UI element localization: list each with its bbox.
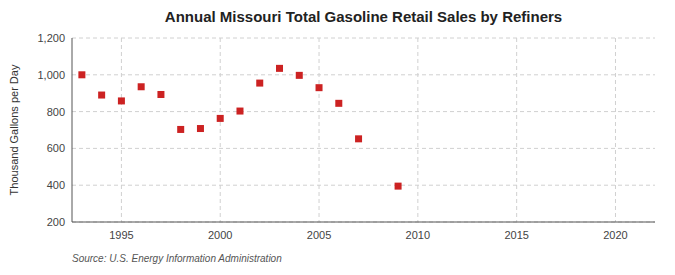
x-tick-label: 2000 [208,229,232,241]
point [395,183,402,190]
title: Annual Missouri Total Gasoline Retail Sa… [165,8,562,25]
points [78,65,401,190]
grid-line [615,38,616,222]
grid-line [72,74,655,75]
point [197,125,204,132]
point [296,72,303,79]
point [316,84,323,91]
point [177,126,184,133]
grid-line [72,185,655,186]
point [98,92,105,99]
grid-line [220,38,221,222]
chart: Annual Missouri Total Gasoline Retail Sa… [0,0,675,275]
point [157,91,164,98]
y-tick-label: 400 [47,179,65,191]
x-axis-line [72,222,655,223]
point [276,65,283,72]
point [256,80,263,87]
y-tick-label: 800 [47,106,65,118]
point [355,135,362,142]
grid-line [72,148,655,149]
point [78,71,85,78]
y-tick-label: 600 [47,142,65,154]
y-axis-label: Thousand Gallons per Day [8,64,20,195]
y-tick-label: 200 [47,216,65,228]
grid-line [417,38,418,222]
source-note: Source: U.S. Energy Information Administ… [72,253,282,264]
x-tick-label: 1995 [109,229,133,241]
y-tick-label: 1,200 [37,32,65,44]
grid [72,38,655,222]
grid-line [319,38,320,222]
axes: 200 400 600 800 1,000 1,200 1995 2000 2005 2010 20… [37,32,655,241]
point [118,97,125,104]
point [217,115,224,122]
point [236,108,243,115]
grid-line [516,38,517,222]
point [138,83,145,90]
y-axis-line [72,38,73,222]
point [335,100,342,107]
grid-line [72,111,655,112]
x-tick-label: 2015 [504,229,528,241]
grid-line [121,38,122,222]
x-tick-label: 2005 [307,229,331,241]
grid-line [72,222,655,223]
grid-line [72,38,655,39]
y-tick-label: 1,000 [37,69,65,81]
x-tick-label: 2020 [603,229,627,241]
x-tick-label: 2010 [406,229,430,241]
